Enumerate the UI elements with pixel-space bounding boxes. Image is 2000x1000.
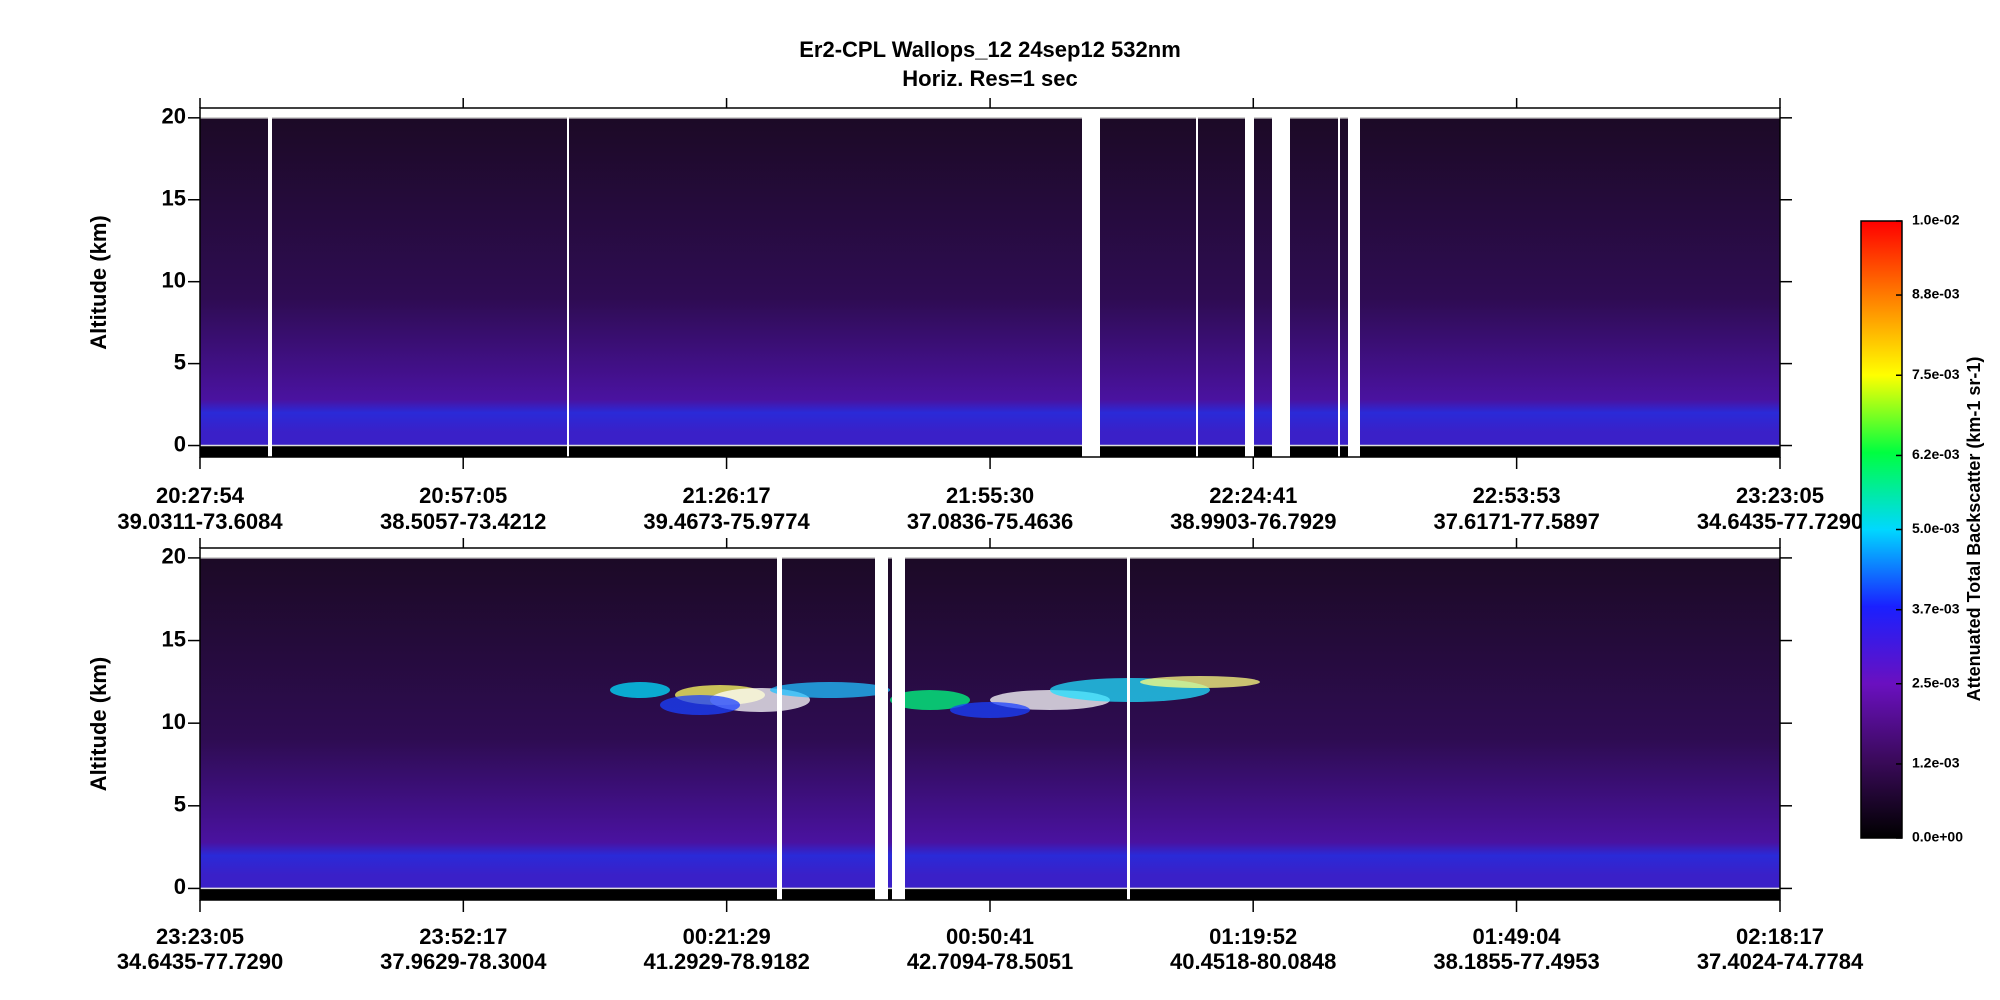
- x-tick-location: 34.6435-77.7290: [1697, 509, 1863, 534]
- x-tick-location: 42.7094-78.5051: [907, 949, 1073, 974]
- x-tick-location: 40.4518-80.0848: [1170, 949, 1336, 974]
- x-tick-location: 37.6171-77.5897: [1433, 509, 1599, 534]
- y-tick-label: 10: [162, 267, 186, 292]
- x-tick-location: 34.6435-77.7290: [117, 949, 283, 974]
- cloud: [610, 682, 670, 698]
- y-tick-label: 0: [174, 874, 186, 899]
- x-tick-location: 38.1855-77.4953: [1433, 949, 1599, 974]
- y-tick-label: 15: [162, 626, 186, 651]
- x-tick-label: 20:57:05: [419, 483, 507, 508]
- x-tick-label: 01:49:04: [1472, 924, 1561, 949]
- colorbar-tick-label: 5.0e-03: [1912, 520, 1960, 536]
- data-gap: [268, 106, 272, 457]
- data-gap: [777, 546, 782, 900]
- data-gap: [892, 546, 905, 900]
- cloud: [1140, 676, 1260, 688]
- x-tick-label: 00:50:41: [946, 924, 1034, 949]
- cloud: [660, 695, 740, 715]
- data-gap: [567, 106, 569, 457]
- colorbar-tick-label: 7.5e-03: [1912, 366, 1960, 382]
- colorbar-tick-label: 8.8e-03: [1912, 286, 1960, 302]
- x-tick-location: 37.0836-75.4636: [907, 509, 1073, 534]
- chart-title: Er2-CPL Wallops_12 24sep12 532nm: [799, 37, 1181, 62]
- x-tick-location: 39.4673-75.9774: [643, 509, 810, 534]
- data-gap: [1272, 106, 1290, 457]
- x-tick-label: 23:52:17: [419, 924, 507, 949]
- data-gap: [1127, 546, 1130, 900]
- x-tick-label: 21:55:30: [946, 483, 1034, 508]
- y-tick-label: 20: [162, 104, 186, 129]
- data-gap: [1082, 106, 1100, 457]
- x-tick-label: 02:18:17: [1736, 924, 1824, 949]
- backscatter-image: [200, 557, 1780, 889]
- y-tick-label: 15: [162, 186, 186, 211]
- backscatter-image: [200, 117, 1780, 446]
- x-tick-label: 23:23:05: [1736, 483, 1824, 508]
- cloud: [890, 690, 970, 710]
- data-gap: [1348, 106, 1360, 457]
- x-tick-label: 00:21:29: [683, 924, 771, 949]
- x-tick-location: 37.9629-78.3004: [380, 949, 547, 974]
- x-tick-location: 37.4024-74.7784: [1697, 949, 1864, 974]
- cloud: [950, 702, 1030, 718]
- x-tick-label: 20:27:54: [156, 483, 245, 508]
- data-gap: [1338, 106, 1340, 457]
- x-tick-label: 01:19:52: [1209, 924, 1297, 949]
- x-tick-label: 22:53:53: [1473, 483, 1561, 508]
- y-axis-label: Altitude (km): [86, 215, 111, 349]
- colorbar-tick-label: 1.2e-03: [1912, 755, 1960, 771]
- colorbar-tick-label: 2.5e-03: [1912, 674, 1960, 690]
- x-tick-label: 21:26:17: [683, 483, 771, 508]
- y-tick-label: 0: [174, 431, 186, 456]
- y-tick-label: 5: [174, 792, 186, 817]
- y-tick-label: 10: [162, 709, 186, 734]
- y-axis-label: Altitude (km): [86, 657, 111, 791]
- data-gap: [1196, 106, 1198, 457]
- x-tick-label: 23:23:05: [156, 924, 244, 949]
- y-tick-label: 20: [162, 544, 186, 569]
- x-tick-location: 38.9903-76.7929: [1170, 509, 1336, 534]
- colorbar: [1860, 220, 1903, 839]
- colorbar-tick-label: 6.2e-03: [1912, 446, 1960, 462]
- x-tick-location: 38.5057-73.4212: [380, 509, 546, 534]
- data-gap: [1245, 106, 1254, 457]
- x-tick-location: 41.2929-78.9182: [643, 949, 809, 974]
- colorbar-tick-label: 0.0e+00: [1912, 829, 1963, 845]
- x-tick-location: 39.0311-73.6084: [117, 509, 283, 534]
- surface: [200, 445, 1780, 457]
- colorbar-tick-label: 1.0e-02: [1912, 212, 1960, 228]
- cloud: [770, 682, 890, 698]
- colorbar-tick-label: 3.7e-03: [1912, 600, 1960, 616]
- x-tick-label: 22:24:41: [1209, 483, 1297, 508]
- chart-subtitle: Horiz. Res=1 sec: [902, 66, 1077, 91]
- surface: [200, 888, 1780, 900]
- data-gap: [875, 546, 888, 900]
- colorbar-label: Attenuated Total Backscatter (km-1 sr-1): [1964, 357, 1984, 702]
- y-tick-label: 5: [174, 349, 186, 374]
